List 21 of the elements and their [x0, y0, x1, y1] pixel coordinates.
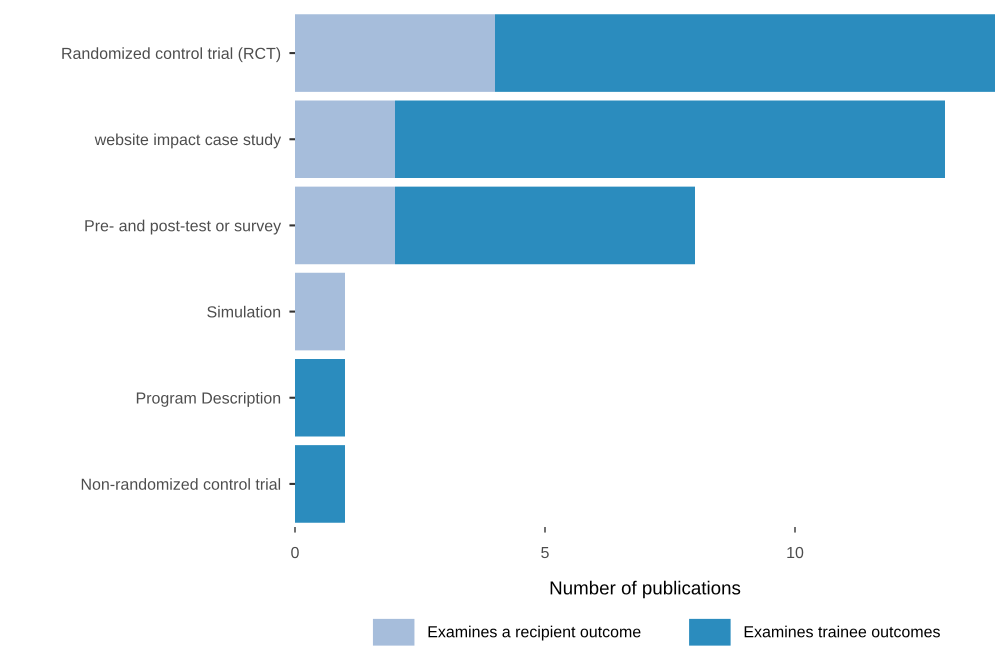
bar: [295, 272, 345, 350]
bar: [295, 445, 345, 523]
y-tick-label: Non-randomized control trial: [82, 478, 280, 490]
x-tick-label: 10: [787, 546, 804, 558]
legend-label: Examines trainee outcomes: [744, 626, 940, 638]
bar: [295, 358, 345, 437]
y-tick-label: Program Description: [136, 392, 280, 407]
bar: [395, 100, 945, 178]
bar: [295, 186, 395, 264]
bar: [395, 186, 695, 264]
x-tick-label: 5: [541, 547, 549, 558]
legend-label: Examines a recipient outcome: [428, 626, 640, 641]
x-tick-label: 0: [291, 546, 299, 558]
y-tick-label: Pre- and post-test or survey: [85, 220, 282, 235]
y-tick-label: website impact case study: [94, 133, 282, 148]
bar: [295, 100, 395, 178]
bar: [495, 14, 995, 92]
y-tick-label: Simulation: [207, 306, 280, 318]
bar: [295, 14, 495, 92]
y-tick-label: Randomized control trial (RCT): [62, 47, 280, 62]
x-axis-title: Number of publications: [550, 580, 740, 598]
